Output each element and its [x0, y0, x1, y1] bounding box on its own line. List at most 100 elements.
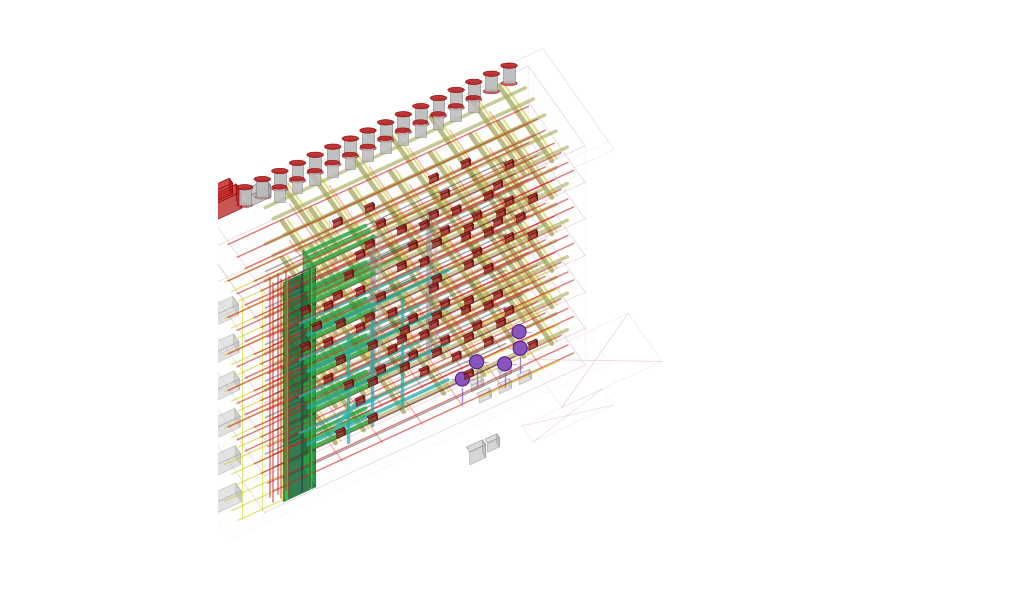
Polygon shape [364, 239, 375, 245]
Ellipse shape [501, 81, 517, 85]
Polygon shape [362, 146, 373, 161]
Polygon shape [416, 313, 418, 320]
Polygon shape [501, 180, 503, 187]
Polygon shape [352, 379, 353, 386]
Polygon shape [397, 130, 409, 145]
Polygon shape [460, 304, 471, 310]
Polygon shape [373, 202, 375, 210]
Polygon shape [471, 380, 483, 392]
Polygon shape [437, 319, 438, 326]
Polygon shape [441, 337, 450, 346]
Polygon shape [470, 445, 485, 465]
Ellipse shape [254, 177, 270, 182]
Polygon shape [484, 192, 494, 201]
Polygon shape [208, 66, 585, 293]
Polygon shape [480, 320, 482, 327]
Polygon shape [469, 231, 471, 239]
Polygon shape [369, 378, 378, 388]
Polygon shape [199, 446, 241, 470]
Polygon shape [388, 309, 397, 319]
Polygon shape [453, 207, 461, 216]
Polygon shape [463, 222, 473, 229]
Polygon shape [377, 366, 386, 376]
Polygon shape [313, 323, 322, 332]
Polygon shape [439, 298, 450, 305]
Polygon shape [337, 429, 345, 439]
Polygon shape [362, 131, 374, 148]
Polygon shape [479, 391, 492, 403]
Polygon shape [482, 336, 494, 342]
Polygon shape [388, 346, 397, 355]
Polygon shape [439, 335, 450, 341]
Polygon shape [440, 237, 441, 244]
Polygon shape [501, 289, 503, 297]
Polygon shape [537, 193, 538, 200]
Polygon shape [505, 198, 514, 207]
Polygon shape [468, 98, 478, 112]
Polygon shape [367, 412, 378, 419]
Polygon shape [233, 371, 240, 390]
Polygon shape [399, 325, 410, 331]
Polygon shape [509, 379, 511, 388]
Polygon shape [427, 220, 429, 227]
Polygon shape [409, 242, 418, 252]
Polygon shape [497, 210, 506, 219]
Polygon shape [332, 300, 333, 307]
Polygon shape [463, 259, 473, 265]
Polygon shape [465, 334, 473, 343]
Polygon shape [504, 207, 506, 215]
Polygon shape [343, 269, 353, 276]
Polygon shape [505, 307, 514, 317]
Polygon shape [284, 451, 315, 502]
Polygon shape [430, 211, 438, 220]
Polygon shape [437, 209, 438, 217]
Polygon shape [341, 290, 342, 297]
Polygon shape [292, 163, 303, 181]
Polygon shape [471, 247, 482, 253]
Ellipse shape [307, 170, 324, 175]
Polygon shape [482, 440, 485, 458]
Ellipse shape [325, 144, 341, 150]
Polygon shape [352, 269, 353, 277]
Polygon shape [327, 147, 339, 164]
Ellipse shape [413, 120, 428, 124]
Polygon shape [419, 366, 429, 372]
Polygon shape [323, 337, 333, 343]
Polygon shape [480, 210, 482, 218]
Polygon shape [366, 314, 375, 323]
Polygon shape [309, 155, 321, 173]
Polygon shape [433, 239, 441, 249]
Polygon shape [472, 222, 473, 230]
Polygon shape [356, 397, 365, 406]
Ellipse shape [325, 162, 341, 167]
Ellipse shape [360, 144, 375, 148]
Polygon shape [274, 187, 285, 201]
Polygon shape [376, 339, 378, 347]
Ellipse shape [447, 105, 464, 110]
Polygon shape [437, 173, 438, 180]
Polygon shape [377, 293, 386, 303]
Polygon shape [334, 292, 342, 302]
Polygon shape [463, 295, 473, 302]
Ellipse shape [395, 128, 411, 133]
Polygon shape [300, 341, 310, 348]
Ellipse shape [378, 120, 394, 125]
Polygon shape [416, 240, 418, 247]
Polygon shape [492, 299, 494, 307]
Polygon shape [376, 291, 386, 297]
Ellipse shape [289, 178, 306, 183]
Polygon shape [537, 229, 538, 237]
Polygon shape [453, 353, 461, 362]
Circle shape [470, 355, 483, 369]
Polygon shape [345, 381, 353, 391]
Polygon shape [484, 302, 494, 311]
Polygon shape [337, 356, 345, 366]
Polygon shape [462, 233, 471, 242]
Polygon shape [384, 364, 386, 372]
Polygon shape [468, 82, 479, 100]
Polygon shape [494, 292, 503, 300]
Polygon shape [469, 158, 471, 166]
Polygon shape [496, 317, 506, 323]
Polygon shape [428, 282, 438, 289]
Polygon shape [505, 161, 514, 171]
